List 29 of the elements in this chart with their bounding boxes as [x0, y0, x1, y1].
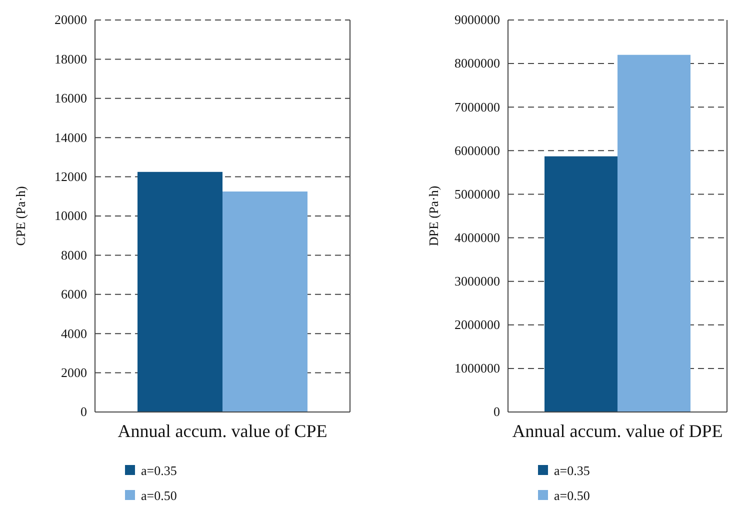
- y-tick-label: 12000: [54, 168, 87, 184]
- y-tick-label: 5000000: [454, 186, 500, 202]
- y-tick-label: 10000: [54, 208, 87, 224]
- y-tick-label: 8000000: [454, 56, 500, 71]
- y-tick-label: 2000: [61, 364, 87, 380]
- legend-label: a=0.50: [141, 488, 177, 503]
- legend-label: a=0.35: [141, 463, 177, 478]
- y-axis-title: CPE (Pa·h): [13, 186, 28, 246]
- y-tick-label: 7000000: [454, 99, 500, 114]
- y-tick-label: 6000000: [454, 142, 500, 158]
- y-tick-label: 0: [80, 404, 87, 420]
- y-tick-label: 6000: [61, 286, 87, 302]
- y-tick-label: 4000: [61, 326, 87, 341]
- x-tick-label: Annual accum. value of CPE: [118, 420, 328, 441]
- y-tick-label: 1000000: [454, 360, 500, 376]
- legend-label: a=0.50: [554, 488, 590, 503]
- legend-label: a=0.35: [554, 463, 590, 478]
- y-tick-label: 3000000: [454, 273, 500, 288]
- y-tick-label: 0: [494, 404, 500, 420]
- y-tick-label: 4000000: [454, 230, 500, 245]
- y-tick-label: 8000: [61, 247, 87, 262]
- y-tick-label: 20000: [54, 12, 87, 28]
- y-tick-label: 9000000: [454, 12, 500, 28]
- y-tick-label: 2000000: [454, 317, 500, 332]
- y-axis-title: DPE (Pa·h): [426, 186, 441, 246]
- y-tick-label: 16000: [54, 90, 87, 106]
- y-tick-label: 18000: [54, 51, 87, 66]
- y-tick-label: 14000: [54, 130, 87, 145]
- x-tick-label: Annual accum. value of DPE: [512, 420, 723, 441]
